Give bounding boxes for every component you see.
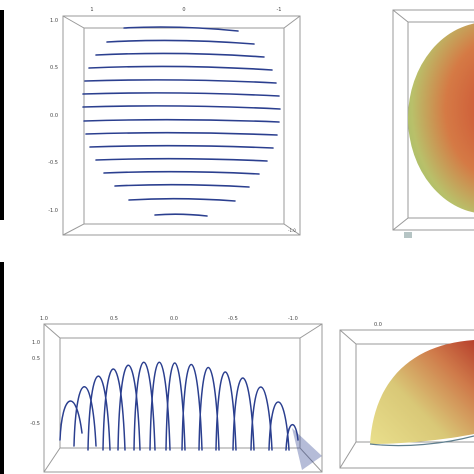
side-bar-top (0, 10, 4, 220)
x-tick-label: 1 (90, 7, 93, 13)
wave-curves (59, 361, 299, 451)
contour-line (106, 39, 255, 45)
x-tick-label: 0.0 (170, 316, 178, 322)
corner-tick-label: -1.0 (288, 228, 296, 233)
contour-line (123, 26, 239, 32)
y-tick-label: -0.5 (48, 160, 58, 166)
x-tick-label: 0.5 (110, 316, 118, 322)
contour-line (154, 213, 208, 217)
contour-line (83, 118, 280, 123)
wave-arc (102, 368, 126, 451)
wave-arc (285, 424, 299, 451)
y-tick-label: 0.0 (50, 113, 58, 119)
wave-arc (133, 361, 156, 451)
dome-surface (370, 340, 474, 444)
top-left-contour-plot: 1.0 0.5 0.0 -0.5 -1.0 1 0 -1 -1.0 (48, 7, 301, 236)
wave-arc (73, 386, 97, 447)
contour-line (95, 52, 265, 58)
plot-box (62, 15, 301, 236)
bottom-left-wave-plot: 1.0 0.5 0.0 -0.5 -1.0 1.0 0.5 -0.5 (30, 316, 323, 473)
x-tick-label: -1.0 (288, 316, 298, 322)
contour-line (82, 105, 281, 110)
wave-arc (268, 401, 290, 451)
wave-arc (149, 361, 171, 451)
contour-line (84, 79, 277, 84)
plot-box (392, 9, 474, 231)
contour-line (114, 183, 250, 188)
tick-label: 0.0 (374, 322, 382, 328)
contour-line (89, 144, 274, 149)
contour-line (85, 131, 278, 136)
y-tick-label: -1.0 (48, 208, 58, 214)
x-tick-label: 1.0 (40, 316, 48, 322)
sphere-surface (408, 23, 474, 213)
base-shadow (292, 428, 322, 470)
contour-line (103, 170, 260, 175)
top-right-sphere-plot (392, 9, 474, 238)
plot-box (43, 323, 323, 473)
side-bar-bottom (0, 262, 4, 474)
wave-arc (59, 400, 83, 441)
contour-line (82, 92, 280, 97)
x-tick-label: -1 (277, 7, 282, 13)
y-tick-label: 1.0 (50, 18, 58, 24)
contour-lines (82, 26, 281, 217)
contour-line (95, 157, 268, 162)
contour-line (88, 65, 273, 71)
dome-edge (369, 435, 474, 447)
z-tick-label: -0.5 (30, 421, 40, 427)
wave-arc (87, 375, 111, 451)
y-tick-label: 0.5 (32, 356, 40, 362)
wave-arc (117, 364, 141, 451)
x-tick-label: 0 (182, 7, 185, 13)
y-tick-label: 0.5 (50, 65, 58, 71)
y-tick-label: 1.0 (32, 340, 40, 346)
bottom-right-dome-plot: 0.0 (339, 322, 474, 469)
contour-line (128, 197, 236, 202)
x-tick-label: -0.5 (228, 316, 238, 322)
